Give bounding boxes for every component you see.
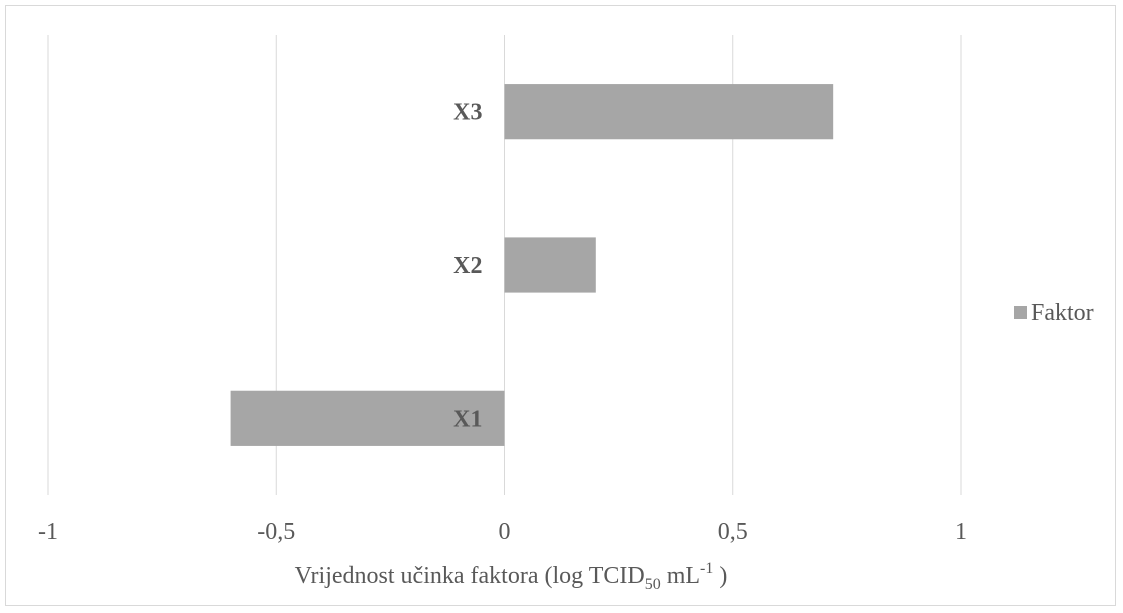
x-tick-label: -1 [38, 519, 58, 545]
legend: Faktor [1014, 300, 1094, 326]
x-tick-label: 0 [499, 519, 511, 545]
legend-swatch [1014, 306, 1027, 319]
category-label-x1: X1 [453, 406, 482, 432]
x-tick-labels: -1 -0,5 0 0,5 1 [38, 519, 967, 545]
x-tick-label: 0,5 [718, 519, 748, 545]
category-label-x3: X3 [453, 100, 482, 126]
bar-x1 [230, 390, 505, 446]
bars [230, 84, 834, 446]
category-label-x2: X2 [453, 253, 482, 279]
x-tick-label: -0,5 [257, 519, 295, 545]
bar-x2 [504, 237, 596, 293]
x-tick-label: 1 [955, 519, 967, 545]
bar-x3 [504, 84, 834, 140]
legend-label: Faktor [1031, 300, 1094, 326]
x-axis-title: Vrijednost učinka faktora (log TCID50 mL… [295, 560, 728, 593]
category-labels: X1 X2 X3 [453, 100, 482, 433]
